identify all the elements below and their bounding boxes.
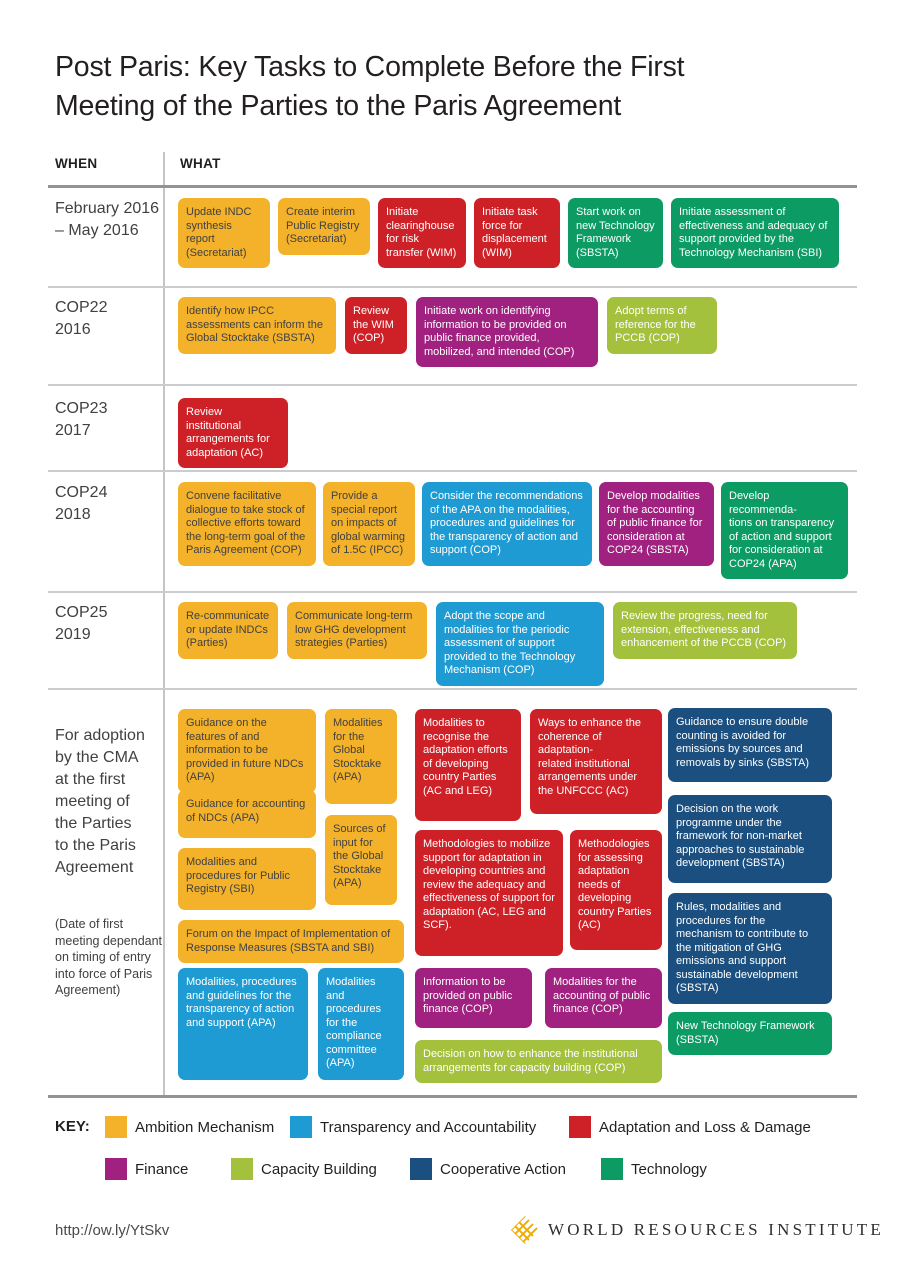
- task-box: Modalities to recognise the adaptation e…: [415, 709, 521, 821]
- row-divider: [48, 286, 857, 288]
- task-box: Rules, modalities and procedures for the…: [668, 893, 832, 1004]
- timeline-row-cma: For adoption by the CMA at the first mee…: [0, 690, 907, 1095]
- legend-item: Cooperative Action: [410, 1158, 566, 1180]
- row-divider: [48, 470, 857, 472]
- task-box: Modalities for the accounting of public …: [545, 968, 662, 1028]
- row-label: COP23 2017: [55, 400, 108, 439]
- task-box-group: Convene facilitative dialogue to take st…: [178, 482, 848, 579]
- task-box: Decision on how to enhance the instituti…: [415, 1040, 662, 1083]
- header-divider: [48, 185, 857, 188]
- legend-swatch-ambition: [105, 1116, 127, 1138]
- row-label-note: (Date of first meeting dependant on timi…: [55, 917, 163, 997]
- row-label: COP25 2019: [55, 604, 108, 643]
- legend-swatch-technology: [601, 1158, 623, 1180]
- legend-label: Capacity Building: [261, 1160, 377, 1178]
- row-label: February 2016 – May 2016: [55, 200, 160, 239]
- task-box: Start work on new Technology Framework (…: [568, 198, 663, 268]
- task-box: Ways to enhance the coherence of adaptat…: [530, 709, 662, 814]
- task-box: Modalities and procedures for Public Reg…: [178, 848, 316, 910]
- task-box-group: Re-communicate or update INDCs (Parties)…: [178, 602, 797, 686]
- legend: KEY: Ambition Mechanism Transparency and…: [0, 1112, 907, 1192]
- legend-swatch-capacity: [231, 1158, 253, 1180]
- task-box: Update INDC synthesis report (Secretaria…: [178, 198, 270, 268]
- row-label-main: For adoption by the CMA at the first mee…: [55, 727, 145, 876]
- task-box: Initiate work on identifying information…: [416, 297, 598, 367]
- legend-swatch-adaptation: [569, 1116, 591, 1138]
- task-box: Review institutional arrangements for ad…: [178, 398, 288, 468]
- task-box: Guidance for accounting of NDCs (APA): [178, 790, 316, 838]
- task-box: Methodologies for assessing adaptation n…: [570, 830, 662, 950]
- task-box-group: Guidance on the features of and informat…: [178, 690, 858, 1095]
- row-divider: [48, 384, 857, 386]
- legend-swatch-cooperative: [410, 1158, 432, 1180]
- bottom-divider: [48, 1095, 857, 1098]
- row-label: For adoption by the CMA at the first mee…: [55, 703, 163, 1021]
- task-box-group: Identify how IPCC assessments can inform…: [178, 297, 717, 367]
- legend-label: Adaptation and Loss & Damage: [599, 1118, 811, 1136]
- page-title: Post Paris: Key Tasks to Complete Before…: [55, 48, 685, 126]
- task-box: Create interim Public Registry (Secretar…: [278, 198, 370, 255]
- legend-item: Transparency and Accountability: [290, 1116, 536, 1138]
- legend-label: Cooperative Action: [440, 1160, 566, 1178]
- legend-label: Finance: [135, 1160, 189, 1178]
- task-box: Initiate task force for displacement (WI…: [474, 198, 560, 268]
- wri-logo: WORLD RESOURCES INSTITUTE: [511, 1216, 884, 1244]
- row-label: COP22 2016: [55, 299, 108, 338]
- legend-label: Technology: [631, 1160, 707, 1178]
- task-box: Adopt the scope and modalities for the p…: [436, 602, 604, 686]
- task-box: Methodologies to mobilize support for ad…: [415, 830, 563, 956]
- page-title-line2: Meeting of the Parties to the Paris Agre…: [55, 90, 622, 122]
- task-box: Modalities and procedures for the compli…: [318, 968, 404, 1080]
- col-header-what: WHAT: [180, 156, 221, 171]
- row-divider: [48, 591, 857, 593]
- wri-logo-text: WORLD RESOURCES INSTITUTE: [548, 1220, 884, 1239]
- footer-url: http://ow.ly/YtSkv: [55, 1222, 170, 1239]
- wri-diamond-icon: [511, 1216, 539, 1244]
- task-box: Information to be provided on public fin…: [415, 968, 532, 1028]
- task-box: Consider the recommendations of the APA …: [422, 482, 592, 566]
- row-divider: [48, 688, 857, 690]
- task-box: Identify how IPCC assessments can inform…: [178, 297, 336, 354]
- task-box: Modalities for the Global Stocktake (APA…: [325, 709, 397, 804]
- legend-item: Technology: [601, 1158, 707, 1180]
- task-box: New Technology Framework (SBSTA): [668, 1012, 832, 1055]
- task-box: Sources of input for the Global Stocktak…: [325, 815, 397, 905]
- legend-swatch-finance: [105, 1158, 127, 1180]
- legend-label: Ambition Mechanism: [135, 1118, 275, 1136]
- legend-item: Ambition Mechanism: [105, 1116, 274, 1138]
- task-box: Initiate assessment of effectiveness and…: [671, 198, 839, 268]
- task-box: Forum on the Impact of Implementation of…: [178, 920, 404, 963]
- legend-item: Capacity Building: [231, 1158, 377, 1180]
- task-box: Provide a special report on impacts of g…: [323, 482, 415, 566]
- col-header-when: WHEN: [55, 156, 98, 171]
- task-box-group: Review institutional arrangements for ad…: [178, 398, 288, 468]
- page-title-line1: Post Paris: Key Tasks to Complete Before…: [55, 51, 685, 83]
- row-label: COP24 2018: [55, 484, 108, 523]
- legend-item: Finance: [105, 1158, 188, 1180]
- task-box: Review the WIM (COP): [345, 297, 407, 354]
- task-box: Decision on the work programme under the…: [668, 795, 832, 883]
- task-box: Initiate clearinghouse for risk transfer…: [378, 198, 466, 268]
- column-divider: [163, 152, 165, 1095]
- task-box: Adopt terms of reference for the PCCB (C…: [607, 297, 717, 354]
- task-box: Modalities, procedures and guidelines fo…: [178, 968, 308, 1080]
- task-box: Develop modalities for the accounting of…: [599, 482, 714, 566]
- legend-swatch-transparency: [290, 1116, 312, 1138]
- task-box: Guidance on the features of and informat…: [178, 709, 316, 793]
- legend-label: Transparency and Accountability: [320, 1118, 537, 1136]
- legend-item: Adaptation and Loss & Damage: [569, 1116, 811, 1138]
- task-box-group: Update INDC synthesis report (Secretaria…: [178, 198, 839, 268]
- task-box: Communicate long-term low GHG developmen…: [287, 602, 427, 659]
- legend-title: KEY:: [55, 1118, 90, 1135]
- task-box: Review the progress, need for extension,…: [613, 602, 797, 659]
- task-box: Re-communicate or update INDCs (Parties): [178, 602, 278, 659]
- task-box: Convene facilitative dialogue to take st…: [178, 482, 316, 566]
- task-box: Guidance to ensure double counting is av…: [668, 708, 832, 782]
- task-box: Develop recommenda- tions on transparenc…: [721, 482, 848, 579]
